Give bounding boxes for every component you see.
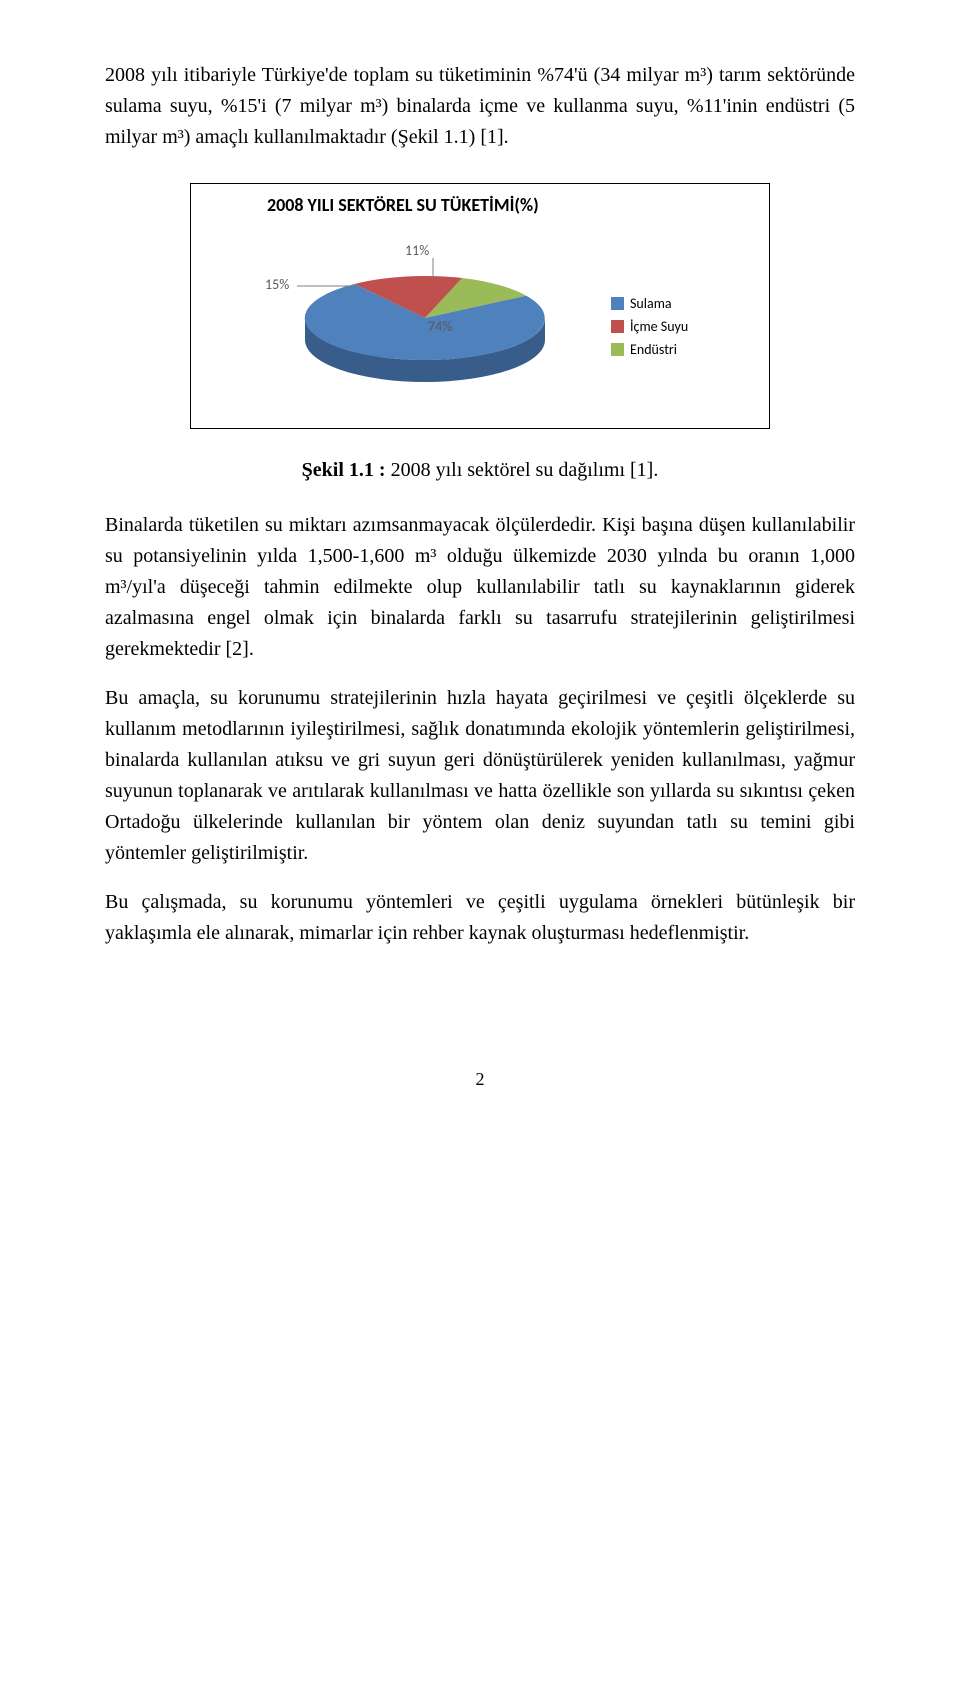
pie-zone: 15% 11% 74% (205, 240, 605, 410)
legend-label-sulama: Sulama (630, 295, 672, 312)
pct-label-endustri: 11% (405, 242, 429, 259)
legend-label-endustri: Endüstri (630, 341, 677, 358)
legend-row-endustri: Endüstri (611, 341, 688, 358)
body-paragraph-2: Binalarda tüketilen su miktarı azımsanma… (105, 510, 855, 665)
chart-legend: Sulama İçme Suyu Endüstri (611, 295, 688, 364)
legend-row-sulama: Sulama (611, 295, 688, 312)
caption-text: 2008 yılı sektörel su dağılımı [1]. (386, 459, 659, 481)
body-paragraph-3: Bu amaçla, su korunumu stratejilerinin h… (105, 683, 855, 869)
pie-chart-container: 2008 YILI SEKTÖREL SU TÜKETİMİ(%) 15% 11… (190, 183, 770, 429)
pct-label-sulama: 74% (428, 318, 452, 335)
legend-swatch-endustri (611, 343, 624, 356)
body-paragraph-1: 2008 yılı itibariyle Türkiye'de toplam s… (105, 60, 855, 153)
body-paragraph-4: Bu çalışmada, su korunumu yöntemleri ve … (105, 887, 855, 949)
figure-caption: Şekil 1.1 : 2008 yılı sektörel su dağılı… (105, 459, 855, 482)
chart-body: 15% 11% 74% (205, 240, 755, 410)
pie-svg (205, 240, 605, 410)
pie-top-group (305, 276, 545, 360)
legend-label-icme: İçme Suyu (630, 318, 688, 335)
legend-swatch-icme (611, 320, 624, 333)
legend-row-icme: İçme Suyu (611, 318, 688, 335)
caption-number: Şekil 1.1 : (302, 459, 386, 481)
legend-swatch-sulama (611, 297, 624, 310)
pct-label-icme: 15% (265, 276, 289, 293)
chart-title: 2008 YILI SEKTÖREL SU TÜKETİMİ(%) (267, 194, 755, 216)
page-number: 2 (105, 1069, 855, 1090)
